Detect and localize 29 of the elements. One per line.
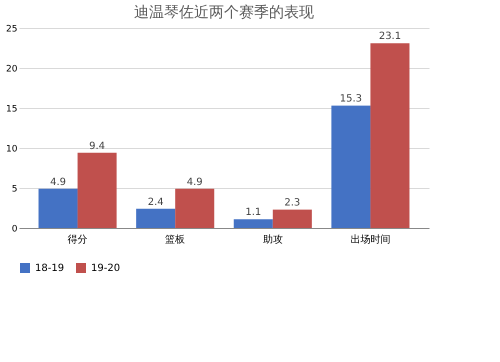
y-tick-label: 5 (12, 184, 18, 194)
bar (234, 219, 273, 228)
data-label: 4.9 (186, 176, 203, 188)
data-label: 4.9 (50, 176, 66, 188)
y-tick-label: 10 (6, 144, 18, 154)
x-tick-label: 得分 (68, 234, 88, 246)
bar (38, 188, 78, 228)
bar (331, 106, 370, 228)
bar (136, 208, 176, 228)
x-tick-label: 篮板 (165, 234, 186, 246)
x-tick-label: 出场时间 (350, 234, 390, 246)
chart-title: 迪温琴佐近两个赛季的表现 (134, 3, 314, 21)
bar (272, 210, 312, 228)
y-tick-label: 15 (6, 104, 18, 114)
bar (175, 188, 214, 228)
y-tick-label: 20 (6, 64, 18, 74)
data-label: 15.3 (340, 94, 362, 105)
legend-label: 18-19 (35, 263, 64, 274)
x-tick-label: 助攻 (262, 234, 283, 246)
data-label: 9.4 (89, 140, 106, 152)
legend-label: 19-20 (91, 263, 120, 274)
y-tick-label: 0 (12, 224, 18, 234)
y-tick-label: 25 (6, 24, 18, 34)
bar (370, 43, 410, 228)
data-label: 2.3 (284, 198, 300, 209)
data-label: 23.1 (378, 31, 402, 42)
bar (78, 152, 117, 228)
data-label: 1.1 (245, 207, 262, 218)
data-label: 2.4 (148, 196, 164, 208)
